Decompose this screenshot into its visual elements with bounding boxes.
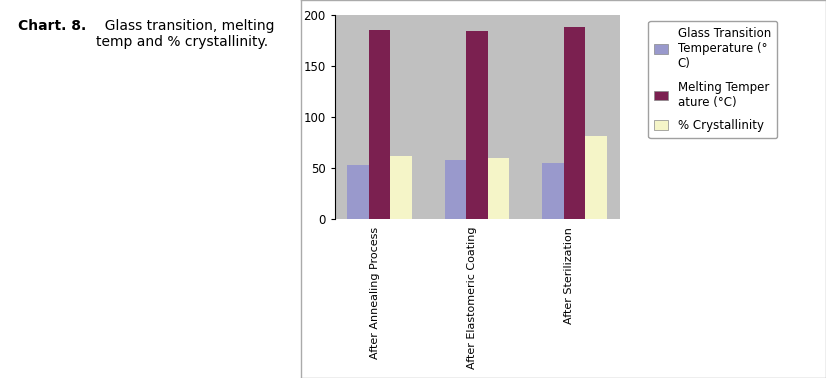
Bar [391, 156, 412, 219]
Bar [445, 160, 467, 219]
Text: After Elastomeric Coating: After Elastomeric Coating [467, 227, 477, 369]
Bar [467, 31, 487, 219]
Bar [585, 136, 606, 219]
Bar [563, 27, 585, 219]
Legend: Glass Transition
Temperature (°
C), Melting Temper
ature (°C), % Crystallinity: Glass Transition Temperature (° C), Melt… [648, 21, 777, 138]
Bar [348, 165, 369, 219]
Bar [487, 158, 509, 219]
Text: After Annealing Process: After Annealing Process [369, 227, 380, 359]
Bar [542, 163, 563, 219]
Text: Chart. 8.: Chart. 8. [18, 19, 87, 33]
Bar [369, 31, 391, 219]
Text: After Sterilization: After Sterilization [564, 227, 574, 324]
Text: Glass transition, melting
temp and % crystallinity.: Glass transition, melting temp and % cry… [97, 19, 275, 49]
